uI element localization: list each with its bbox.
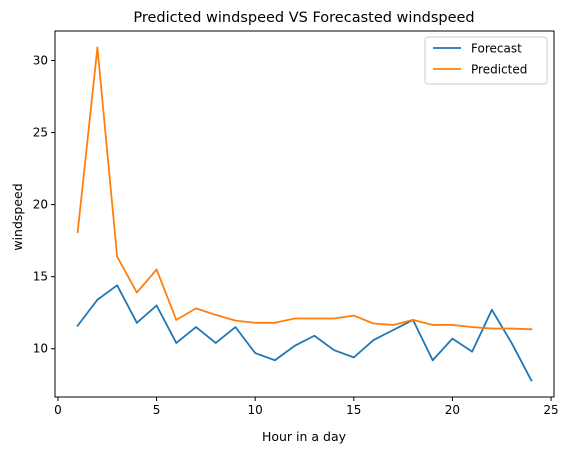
data-point-forecast <box>392 329 395 331</box>
axes-layer: 0 5 10 15 20 25 10 15 20 25 30 <box>33 30 559 417</box>
data-point-predicted <box>214 313 217 316</box>
data-point-predicted <box>116 255 119 258</box>
legend-label-forecast: Forecast <box>471 42 522 56</box>
data-point-predicted <box>293 317 296 320</box>
chart-title: Predicted windspeed VS Forecasted windsp… <box>133 10 474 26</box>
plot-area-frame <box>54 30 555 398</box>
data-point-forecast <box>254 352 257 354</box>
data-point-predicted <box>412 319 414 321</box>
data-point-predicted <box>451 324 454 326</box>
data-point-forecast <box>195 326 197 329</box>
series-layer <box>76 46 533 382</box>
data-point-predicted <box>313 317 316 320</box>
data-point-forecast <box>116 284 119 287</box>
data-point-forecast <box>313 334 316 337</box>
data-point-predicted <box>471 326 474 329</box>
data-point-forecast <box>490 308 493 311</box>
x-tick-label: 10 <box>248 403 263 417</box>
data-point-predicted <box>372 322 375 325</box>
legend-label-predicted: Predicted <box>471 63 527 77</box>
data-point-predicted <box>530 328 533 331</box>
data-point-forecast <box>175 342 178 344</box>
data-point-forecast <box>274 359 276 362</box>
series-line-forecast <box>76 284 533 382</box>
y-axis-label: windspeed <box>10 183 25 250</box>
y-tick-label: 20 <box>33 198 48 212</box>
data-point-predicted <box>431 324 434 326</box>
data-point-predicted <box>333 317 335 320</box>
data-point-forecast <box>96 298 99 301</box>
data-point-forecast <box>372 339 375 341</box>
data-point-forecast <box>530 379 533 382</box>
data-point-predicted <box>274 321 276 324</box>
x-tick-label: 15 <box>346 403 361 417</box>
data-point-predicted <box>392 324 395 326</box>
y-tick-label: 10 <box>33 342 48 356</box>
data-point-predicted <box>96 46 99 49</box>
data-point-forecast <box>293 344 296 347</box>
data-point-predicted <box>510 327 513 330</box>
y-tick-label: 15 <box>33 270 48 284</box>
data-point-predicted <box>175 319 178 321</box>
data-point-predicted <box>490 327 493 330</box>
legend: Forecast Predicted <box>424 36 548 85</box>
data-point-forecast <box>471 350 474 353</box>
data-point-predicted <box>155 268 158 271</box>
data-point-predicted <box>76 231 79 233</box>
data-point-predicted <box>254 321 257 324</box>
data-point-forecast <box>333 349 335 352</box>
data-point-forecast <box>135 321 138 324</box>
data-point-predicted <box>352 314 355 317</box>
data-point-forecast <box>431 359 434 362</box>
x-tick-label: 0 <box>54 403 62 417</box>
data-point-forecast <box>155 304 158 307</box>
x-tick-label: 20 <box>445 403 460 417</box>
data-point-predicted <box>234 319 237 322</box>
y-tick-label: 30 <box>33 54 48 68</box>
x-tick-label: 5 <box>153 403 161 417</box>
data-point-forecast <box>352 356 355 359</box>
x-axis-label: Hour in a day <box>262 429 347 444</box>
y-tick-label: 25 <box>33 126 48 140</box>
data-point-predicted <box>135 291 138 294</box>
x-tick-label: 25 <box>543 403 558 417</box>
data-point-forecast <box>451 337 454 340</box>
data-point-predicted <box>195 307 197 310</box>
data-point-forecast <box>234 326 237 329</box>
data-point-forecast <box>510 342 513 344</box>
series-line-predicted <box>76 46 533 331</box>
data-point-forecast <box>214 342 217 344</box>
data-point-forecast <box>76 324 79 327</box>
